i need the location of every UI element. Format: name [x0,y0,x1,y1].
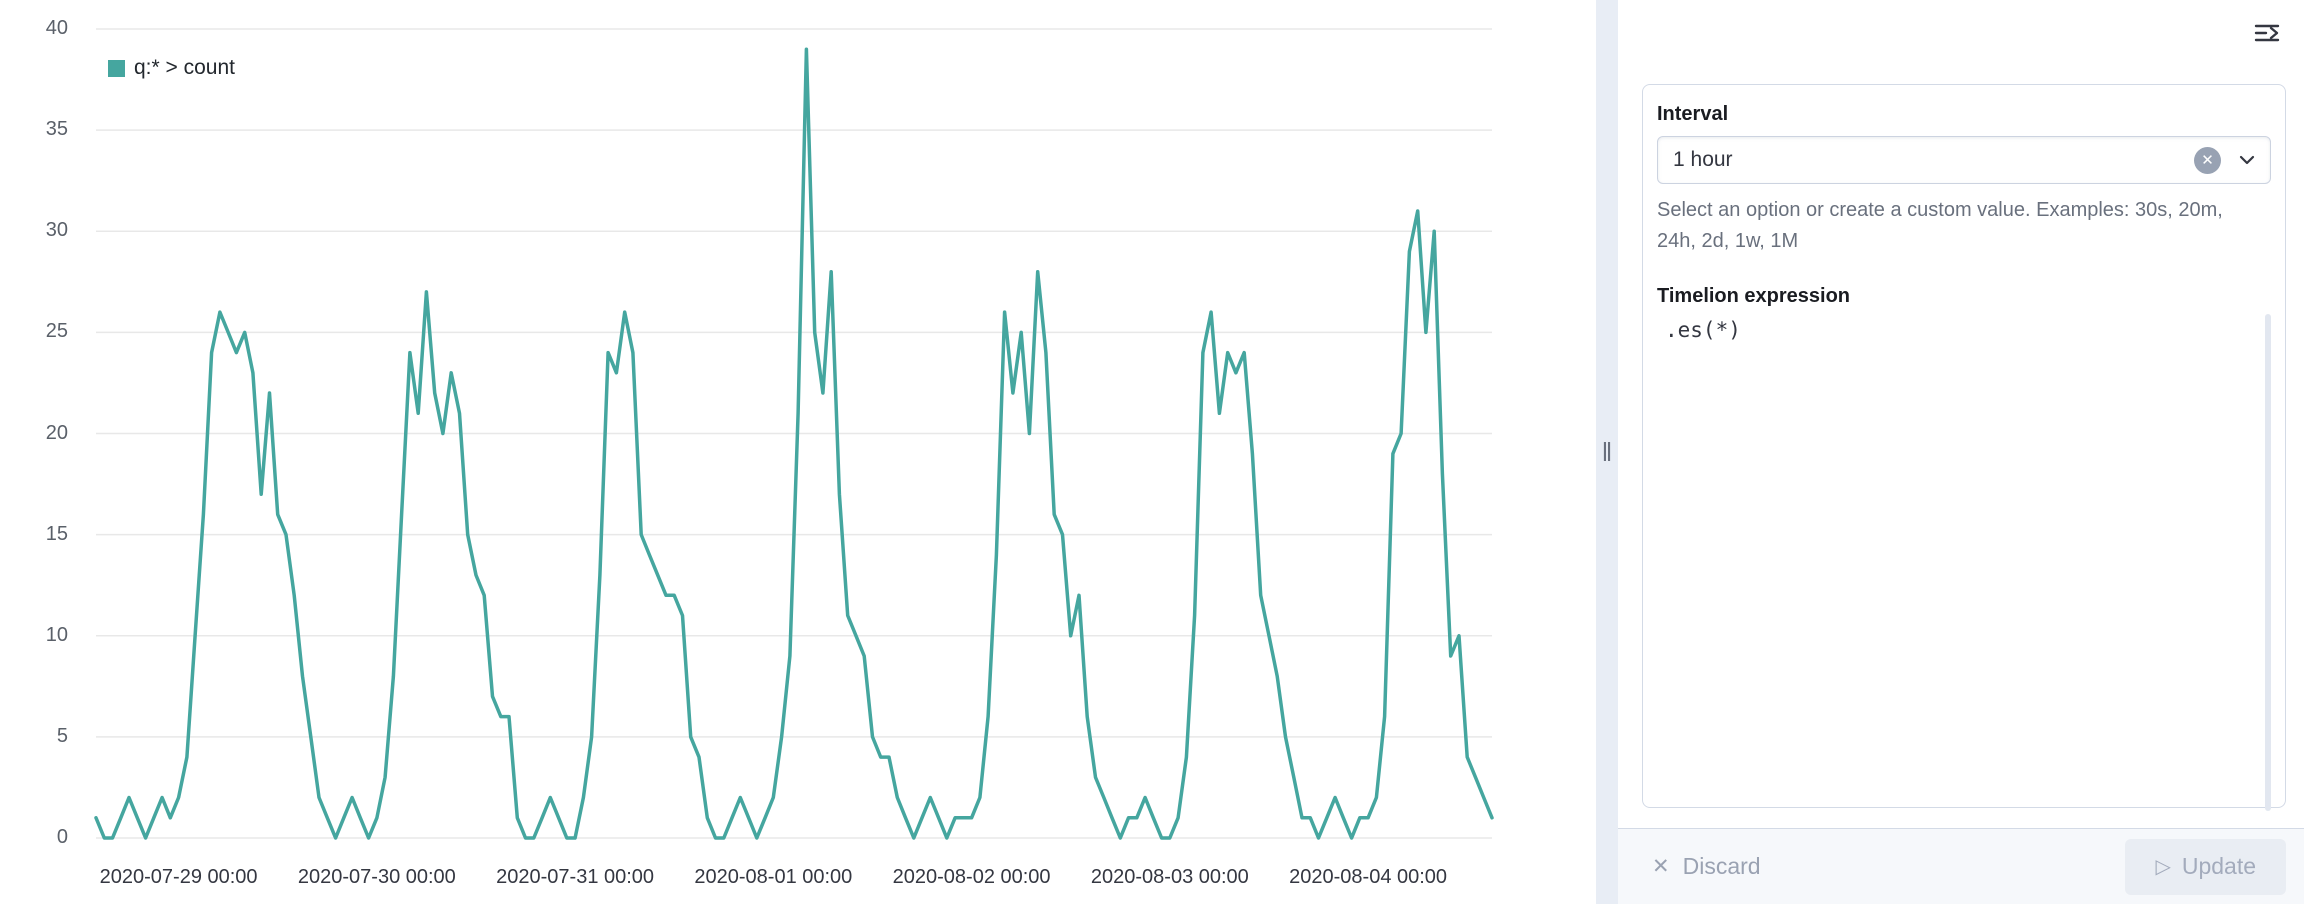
editor-scrollbar[interactable] [2265,314,2271,811]
chart-legend[interactable]: q:* > count [108,56,235,80]
interval-help-text: Select an option or create a custom valu… [1657,199,2223,252]
clear-interval-button[interactable]: ✕ [2194,146,2221,174]
x-tick-label: 2020-07-30 00:00 [297,866,456,888]
interval-combobox[interactable]: 1 hour ✕ [1657,136,2271,184]
menu-right-icon [2254,24,2280,42]
y-tick-label: 35 [45,118,68,141]
discard-label: Discard [1682,853,1761,879]
editor-footer-bar: ✕ Discard ▷ Update [1618,828,2304,904]
panel-resize-handle[interactable]: ‖ [1596,0,1618,904]
update-button[interactable]: ▷ Update [2125,838,2286,895]
collapse-panel-button[interactable] [2250,16,2284,50]
editor-card: Interval 1 hour ✕ Select an option or cr… [1642,84,2286,811]
x-tick-label: 2020-07-31 00:00 [496,866,655,888]
timelion-expression-editor[interactable]: .es(*) [1657,314,2271,811]
x-tick-label: 2020-08-03 00:00 [1090,866,1249,888]
update-label: Update [2181,853,2256,879]
expression-code: .es(*) [1665,318,1741,342]
y-tick-label: 30 [45,219,68,242]
x-tick-label: 2020-08-01 00:00 [694,866,853,888]
resize-grip-icon: ‖ [1601,437,1613,467]
y-tick-label: 40 [45,17,68,39]
chart-plot [94,28,1494,840]
y-tick-label: 15 [45,522,68,545]
y-tick-label: 25 [45,320,68,343]
close-icon: ✕ [1652,855,1670,878]
x-tick-label: 2020-08-02 00:00 [892,866,1051,888]
x-tick-label: 2020-07-29 00:00 [99,866,258,888]
expression-label: Timelion expression [1657,285,1851,307]
x-tick-label: 2020-08-04 00:00 [1289,866,1448,888]
y-tick-label: 5 [56,724,68,747]
interval-label: Interval [1657,103,1729,125]
clear-icon: ✕ [2201,151,2214,169]
play-icon: ▷ [2155,855,2171,878]
interval-dropdown-toggle[interactable] [2236,149,2258,171]
interval-value: 1 hour [1673,148,1733,171]
y-tick-label: 0 [56,826,68,848]
discard-button[interactable]: ✕ Discard [1652,853,1761,880]
y-tick-label: 10 [45,623,68,646]
legend-swatch-icon [108,59,125,77]
timelion-chart-section: 0 5 10 15 20 25 30 35 40 2020-07-29 00:00 2020-07… [45,17,1494,888]
legend-label: q:* > count [134,56,235,79]
timelion-editor-panel: Interval 1 hour ✕ Select an option or cr… [1618,0,2304,904]
y-tick-label: 20 [45,421,68,444]
chevron-down-icon [2239,155,2255,165]
